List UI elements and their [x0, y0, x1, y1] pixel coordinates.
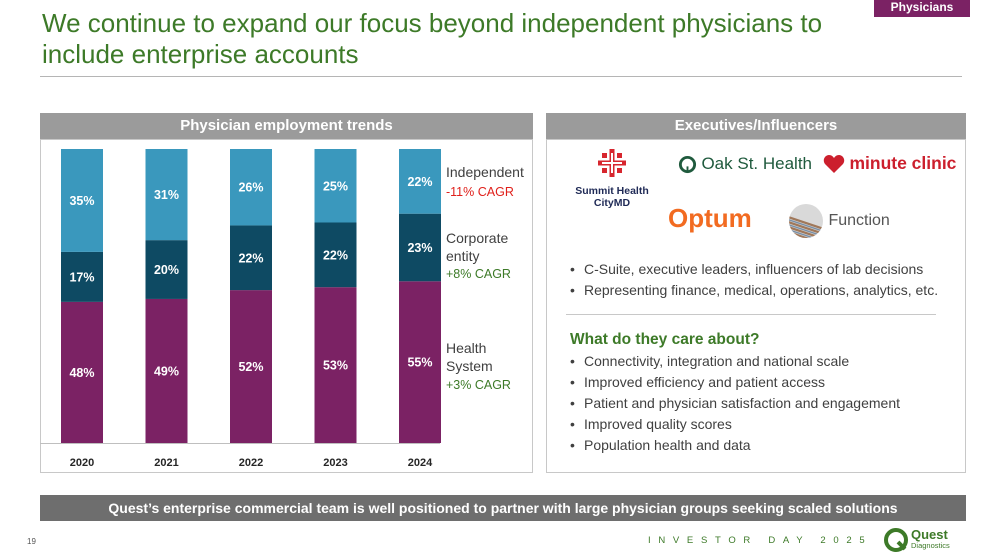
x-tick-label-2022: 2022 — [239, 457, 263, 469]
bar-segment-2023-independent — [314, 149, 357, 223]
list-item: Connectivity, integration and national s… — [570, 351, 900, 372]
data-label-2023-health-system: 53% — [323, 359, 348, 373]
quest-logo-subtext: Diagnostics — [911, 541, 950, 550]
bar-segment-2020-health-system — [61, 301, 103, 443]
list-item: Population health and data — [570, 435, 900, 456]
function-logo-text: Function — [828, 212, 890, 229]
legend-health-label-1: Health — [446, 340, 487, 356]
function-logo: Function — [788, 203, 890, 239]
legend-corporate-cagr: +8% CAGR — [446, 267, 511, 281]
data-label-2023-independent: 25% — [323, 179, 348, 193]
bar-segment-2020-corporate-entity — [61, 251, 103, 302]
data-label-2020-corporate-entity: 17% — [69, 270, 94, 284]
data-label-2022-independent: 26% — [238, 181, 263, 195]
data-label-2024-health-system: 55% — [407, 356, 432, 370]
care-bullets: Connectivity, integration and national s… — [570, 351, 900, 456]
heart-icon — [823, 154, 845, 173]
bar-segment-2021-independent — [145, 149, 188, 241]
list-item: Representing finance, medical, operation… — [570, 280, 938, 301]
title-divider — [40, 76, 962, 77]
legend-corporate-label-2: entity — [446, 248, 480, 264]
summit-health-citymd-logo: Summit Health CityMD — [565, 147, 659, 209]
function-logo-icon — [789, 204, 823, 238]
bar-segment-2023-health-system — [314, 287, 357, 443]
list-item: C-Suite, executive leaders, influencers … — [570, 259, 938, 280]
bar-segment-2021-health-system — [145, 298, 188, 443]
quest-logo-text: Quest — [911, 527, 948, 542]
data-label-2022-corporate-entity: 22% — [238, 251, 263, 265]
list-item: Patient and physician satisfaction and e… — [570, 393, 900, 414]
section-tag: Physicians — [874, 0, 970, 17]
bar-segment-2021-corporate-entity — [145, 240, 188, 299]
legend-health-label-2: System — [446, 358, 493, 374]
quest-logo-icon — [884, 528, 908, 552]
oak-street-health-logo: Oak St. Health — [678, 154, 812, 176]
oak-leaf-icon — [678, 155, 697, 173]
page-number: 19 — [27, 537, 36, 546]
list-item: Improved efficiency and patient access — [570, 372, 900, 393]
legend-health-cagr: +3% CAGR — [446, 378, 511, 392]
bar-segment-2022-health-system — [230, 290, 272, 443]
data-label-2020-independent: 35% — [69, 194, 94, 208]
x-tick-label-2021: 2021 — [154, 457, 178, 469]
chart-title: Physician employment trends — [40, 113, 533, 139]
x-tick-label-2024: 2024 — [408, 457, 433, 469]
bar-segment-2024-corporate-entity — [399, 213, 441, 282]
chart-panel — [40, 139, 533, 473]
data-label-2023-corporate-entity: 22% — [323, 248, 348, 262]
bar-segment-2024-independent — [399, 149, 441, 214]
page-title: We continue to expand our focus beyond i… — [42, 8, 823, 69]
bar-segment-2024-health-system — [399, 281, 441, 443]
quest-diagnostics-logo: Quest Diagnostics — [884, 527, 974, 553]
data-label-2020-health-system: 48% — [69, 366, 94, 380]
data-label-2021-health-system: 49% — [154, 364, 179, 378]
section-divider — [566, 314, 936, 315]
bar-segment-2020-independent — [61, 149, 103, 252]
list-item: Improved quality scores — [570, 414, 900, 435]
data-label-2022-health-system: 52% — [238, 360, 263, 374]
oak-logo-text: Oak St. Health — [701, 154, 813, 173]
data-label-2021-corporate-entity: 20% — [154, 263, 179, 277]
stacked-bar-chart: 48% 17% 35% 2020 49% 20% 31% 2021 52% 22% 26% 2022 5… — [40, 149, 441, 469]
summit-logo-line1: Summit Health — [575, 185, 649, 197]
bar-segment-2022-independent — [230, 149, 272, 226]
executives-panel — [546, 139, 966, 473]
executive-bullets: C-Suite, executive leaders, influencers … — [570, 259, 938, 301]
summary-banner: Quest’s enterprise commercial team is we… — [40, 495, 966, 521]
x-tick-label-2023: 2023 — [323, 457, 347, 469]
bar-segment-2023-corporate-entity — [314, 222, 357, 288]
bar-segment-2022-corporate-entity — [230, 225, 272, 291]
legend-independent-label: Independent — [446, 164, 524, 180]
executives-header: Executives/Influencers — [546, 113, 966, 139]
legend-corporate-label-1: Corporate — [446, 230, 509, 246]
summit-logo-line2: CityMD — [593, 197, 631, 209]
event-label: INVESTOR DAY 2025 — [648, 535, 873, 546]
data-label-2021-independent: 31% — [154, 188, 179, 202]
x-tick-label-2020: 2020 — [70, 457, 94, 469]
care-heading: What do they care about? — [570, 331, 760, 348]
optum-logo: Optum — [668, 203, 752, 233]
data-label-2024-independent: 22% — [407, 175, 432, 189]
summit-health-icon — [598, 149, 626, 177]
data-label-2024-corporate-entity: 23% — [407, 241, 432, 255]
minute-clinic-text: minute clinic — [849, 153, 957, 173]
legend-independent-cagr: -11% CAGR — [446, 185, 514, 199]
minute-clinic-logo: minute clinic — [823, 153, 956, 175]
